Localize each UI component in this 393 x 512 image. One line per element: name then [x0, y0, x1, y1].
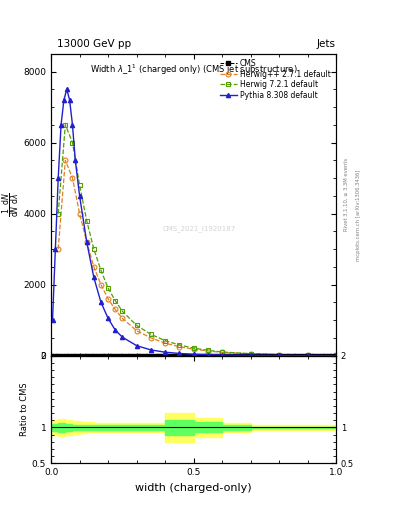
Pythia 8.308 default: [59, 122, 63, 128]
Text: CMS_2021_I1920187: CMS_2021_I1920187: [163, 225, 236, 232]
Line: Herwig 7.2.1 default: Herwig 7.2.1 default: [56, 122, 338, 358]
Herwig++ 2.7.1 default: [120, 315, 125, 322]
Pythia 8.308 default: [277, 352, 281, 358]
Pythia 8.308 default: [134, 343, 139, 349]
Pythia 8.308 default: [113, 327, 118, 333]
Herwig 7.2.1 default: [305, 352, 310, 358]
Herwig 7.2.1 default: [248, 351, 253, 357]
Line: Pythia 8.308 default: Pythia 8.308 default: [50, 87, 338, 357]
Herwig 7.2.1 default: [99, 267, 103, 273]
Pythia 8.308 default: [334, 352, 338, 358]
Pythia 8.308 default: [67, 97, 72, 103]
Pythia 8.308 default: [62, 97, 66, 103]
CMS: [49, 352, 53, 358]
CMS: [175, 352, 180, 358]
CMS: [334, 352, 338, 358]
Pythia 8.308 default: [163, 349, 167, 355]
Herwig 7.2.1 default: [220, 349, 224, 355]
Pythia 8.308 default: [99, 299, 103, 305]
Herwig++ 2.7.1 default: [99, 282, 103, 288]
Herwig++ 2.7.1 default: [63, 157, 68, 163]
X-axis label: width (charged-only): width (charged-only): [135, 483, 252, 493]
Herwig 7.2.1 default: [277, 352, 281, 358]
Herwig 7.2.1 default: [70, 139, 75, 145]
CMS: [218, 352, 223, 358]
Text: 13000 GeV pp: 13000 GeV pp: [57, 38, 131, 49]
Pythia 8.308 default: [177, 350, 182, 356]
Pythia 8.308 default: [56, 175, 61, 181]
Herwig++ 2.7.1 default: [84, 239, 89, 245]
Pythia 8.308 default: [84, 239, 89, 245]
Herwig 7.2.1 default: [77, 182, 82, 188]
Pythia 8.308 default: [305, 352, 310, 358]
Herwig 7.2.1 default: [84, 218, 89, 224]
Herwig++ 2.7.1 default: [334, 352, 338, 358]
Line: CMS: CMS: [50, 354, 338, 357]
Herwig 7.2.1 default: [56, 210, 61, 217]
CMS: [233, 352, 237, 358]
Herwig++ 2.7.1 default: [305, 352, 310, 358]
Herwig++ 2.7.1 default: [149, 335, 153, 341]
Herwig 7.2.1 default: [163, 337, 167, 344]
Pythia 8.308 default: [92, 274, 96, 281]
Herwig 7.2.1 default: [149, 331, 153, 337]
Herwig++ 2.7.1 default: [56, 246, 61, 252]
Herwig++ 2.7.1 default: [113, 306, 118, 312]
Herwig 7.2.1 default: [92, 246, 96, 252]
Herwig++ 2.7.1 default: [92, 264, 96, 270]
Herwig++ 2.7.1 default: [191, 346, 196, 352]
Pythia 8.308 default: [206, 352, 210, 358]
Pythia 8.308 default: [149, 347, 153, 353]
Herwig++ 2.7.1 default: [134, 328, 139, 334]
Line: Herwig++ 2.7.1 default: Herwig++ 2.7.1 default: [56, 158, 338, 358]
Herwig++ 2.7.1 default: [77, 210, 82, 217]
Text: Jets: Jets: [317, 38, 336, 49]
Pythia 8.308 default: [50, 317, 55, 323]
Herwig++ 2.7.1 default: [177, 344, 182, 350]
Pythia 8.308 default: [120, 334, 125, 340]
Herwig 7.2.1 default: [334, 352, 338, 358]
Pythia 8.308 default: [53, 246, 58, 252]
Herwig++ 2.7.1 default: [163, 340, 167, 346]
Herwig++ 2.7.1 default: [277, 352, 281, 358]
Herwig 7.2.1 default: [134, 323, 139, 329]
Pythia 8.308 default: [70, 122, 75, 128]
Pythia 8.308 default: [191, 351, 196, 357]
Herwig++ 2.7.1 default: [70, 175, 75, 181]
CMS: [244, 352, 248, 358]
Herwig 7.2.1 default: [120, 308, 125, 314]
Pythia 8.308 default: [220, 352, 224, 358]
Text: Width $\lambda\_1^1$ (charged only) (CMS jet substructure): Width $\lambda\_1^1$ (charged only) (CMS…: [90, 63, 298, 77]
Herwig 7.2.1 default: [191, 345, 196, 351]
Herwig 7.2.1 default: [106, 285, 110, 291]
Text: Rivet 3.1.10, ≥ 3.3M events: Rivet 3.1.10, ≥ 3.3M events: [344, 158, 349, 231]
Herwig 7.2.1 default: [206, 347, 210, 353]
Herwig++ 2.7.1 default: [220, 349, 224, 355]
Herwig 7.2.1 default: [177, 342, 182, 348]
Pythia 8.308 default: [77, 193, 82, 199]
Y-axis label: $\frac{1}{\mathregular{d}N}\frac{\mathregular{d}N}{\mathregular{d}\lambda}$: $\frac{1}{\mathregular{d}N}\frac{\mathre…: [0, 192, 22, 217]
Pythia 8.308 default: [73, 157, 78, 163]
Herwig++ 2.7.1 default: [248, 351, 253, 357]
Pythia 8.308 default: [64, 86, 69, 92]
Herwig 7.2.1 default: [113, 297, 118, 304]
CMS: [222, 352, 227, 358]
Pythia 8.308 default: [106, 315, 110, 322]
Legend: CMS, Herwig++ 2.7.1 default, Herwig 7.2.1 default, Pythia 8.308 default: CMS, Herwig++ 2.7.1 default, Herwig 7.2.…: [217, 56, 334, 103]
Herwig++ 2.7.1 default: [206, 348, 210, 354]
Text: mcplots.cern.ch [arXiv:1306.3436]: mcplots.cern.ch [arXiv:1306.3436]: [356, 169, 361, 261]
Pythia 8.308 default: [248, 352, 253, 358]
Herwig 7.2.1 default: [63, 122, 68, 128]
CMS: [301, 352, 306, 358]
Y-axis label: Ratio to CMS: Ratio to CMS: [20, 382, 29, 436]
Herwig++ 2.7.1 default: [106, 296, 110, 302]
